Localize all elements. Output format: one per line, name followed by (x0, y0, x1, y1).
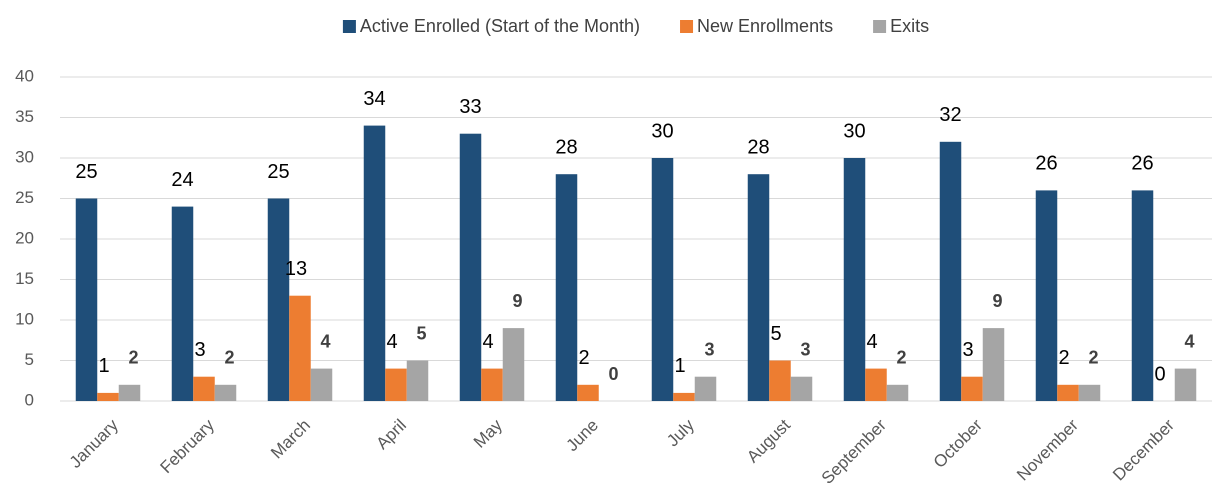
bar (982, 328, 1005, 401)
x-tick-label: October (930, 415, 986, 471)
legend-label: Active Enrolled (Start of the Month) (360, 16, 640, 36)
bar (843, 158, 866, 401)
x-tick-label: April (373, 416, 410, 453)
data-label: 25 (75, 161, 97, 183)
data-label: 5 (770, 323, 781, 345)
data-label: 2 (1088, 348, 1098, 368)
x-tick-label: November (1013, 415, 1082, 484)
data-label: 4 (482, 331, 493, 353)
data-label: 2 (128, 348, 138, 368)
bar (171, 206, 194, 401)
bar (1174, 368, 1197, 401)
legend-label: Exits (890, 16, 929, 36)
x-tick-label: February (156, 415, 218, 477)
data-label: 13 (285, 258, 307, 280)
bar (769, 360, 791, 401)
bar (385, 368, 407, 401)
data-label: 1 (674, 355, 685, 377)
bar (673, 392, 695, 401)
y-tick-label: 10 (15, 309, 34, 328)
data-label: 4 (1184, 331, 1194, 351)
bar (118, 384, 141, 401)
bar (459, 133, 482, 401)
bar (406, 360, 429, 401)
bar (939, 141, 962, 402)
bar (694, 376, 717, 401)
bar (790, 376, 813, 401)
x-tick-label: August (743, 415, 794, 466)
data-label: 24 (171, 169, 193, 191)
bar (267, 198, 290, 401)
data-label: 9 (512, 291, 522, 311)
bar (363, 125, 386, 401)
x-tick-label: September (818, 415, 890, 487)
data-label: 26 (1131, 153, 1153, 175)
bar (214, 384, 237, 401)
bar (1078, 384, 1101, 401)
y-tick-label: 40 (15, 66, 34, 85)
bar (193, 376, 215, 401)
data-label: 32 (939, 104, 961, 126)
bar (97, 392, 119, 401)
data-label: 3 (800, 339, 810, 359)
data-label: 34 (363, 88, 385, 110)
data-label: 28 (555, 136, 577, 158)
legend-swatch (873, 20, 887, 33)
x-tick-label: March (267, 416, 314, 463)
data-label: 26 (1035, 153, 1057, 175)
bar (747, 174, 770, 401)
data-label: 4 (320, 331, 330, 351)
data-label: 3 (194, 339, 205, 361)
bar (75, 198, 98, 401)
legend-label: New Enrollments (697, 16, 833, 36)
y-tick-label: 5 (25, 350, 34, 369)
x-tick-label: December (1109, 415, 1178, 484)
x-tick-label: January (66, 415, 123, 472)
bar (577, 384, 599, 401)
data-label: 2 (224, 348, 234, 368)
bar (651, 158, 674, 401)
data-label: 33 (459, 96, 481, 118)
x-tick-label: July (663, 415, 698, 450)
bar (1035, 190, 1058, 401)
data-label: 25 (267, 161, 289, 183)
y-tick-label: 15 (15, 269, 34, 288)
bar (1131, 190, 1154, 401)
data-label: 2 (578, 347, 589, 369)
data-label: 30 (843, 120, 865, 142)
data-label: 3 (704, 339, 714, 359)
y-tick-label: 0 (25, 390, 34, 409)
data-label: 5 (416, 323, 426, 343)
x-tick-label: May (470, 415, 506, 451)
bar (1057, 384, 1079, 401)
data-label: 3 (962, 339, 973, 361)
bar (555, 174, 578, 401)
bar (961, 376, 983, 401)
bar (886, 384, 909, 401)
x-tick-label: June (562, 416, 602, 456)
bar (481, 368, 503, 401)
data-label: 1 (98, 355, 109, 377)
y-tick-label: 35 (15, 107, 34, 126)
y-tick-label: 20 (15, 228, 34, 247)
data-label: 2 (1058, 347, 1069, 369)
data-label: 0 (608, 364, 618, 384)
bar (865, 368, 887, 401)
y-tick-label: 30 (15, 147, 34, 166)
data-label: 30 (651, 120, 673, 142)
data-label: 0 (1154, 363, 1165, 385)
bar (289, 295, 311, 401)
data-label: 28 (747, 136, 769, 158)
y-tick-label: 25 (15, 188, 34, 207)
bar (310, 368, 333, 401)
legend-swatch (342, 20, 356, 33)
data-label: 9 (992, 291, 1002, 311)
data-label: 4 (386, 331, 397, 353)
legend-swatch (680, 20, 694, 33)
data-label: 2 (896, 348, 906, 368)
data-label: 4 (866, 331, 877, 353)
bar (502, 328, 525, 401)
